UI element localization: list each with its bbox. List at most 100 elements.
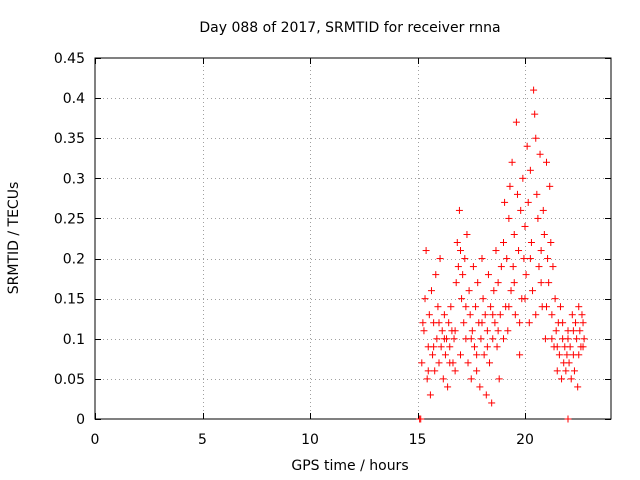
data-point (541, 335, 549, 343)
data-point (526, 166, 534, 174)
data-point (559, 319, 567, 327)
y-tick-label: 0.15 (54, 292, 85, 308)
data-point (440, 311, 448, 319)
data-point (435, 359, 443, 367)
data-point (454, 263, 462, 271)
data-point (564, 335, 572, 343)
data-point (537, 279, 545, 287)
data-point (446, 359, 454, 367)
y-tick-label: 0.25 (54, 211, 85, 227)
data-point (536, 150, 544, 158)
data-point (460, 319, 468, 327)
x-tick-label: 20 (516, 432, 534, 448)
data-point (479, 295, 487, 303)
data-point (516, 319, 524, 327)
plot-frame (94, 57, 612, 420)
data-point (540, 230, 548, 238)
data-point (564, 415, 572, 423)
data-point (427, 287, 435, 295)
data-point (525, 319, 533, 327)
data-point (534, 214, 542, 222)
data-point (529, 287, 537, 295)
data-point (494, 327, 502, 335)
data-points (416, 86, 588, 423)
data-point (505, 214, 513, 222)
y-tick-label: 0.2 (63, 252, 85, 268)
x-tick-label: 5 (198, 432, 207, 448)
data-point (572, 319, 580, 327)
data-point (552, 327, 560, 335)
data-point (418, 359, 426, 367)
data-point (474, 279, 482, 287)
y-tick-label: 0.3 (63, 171, 85, 187)
data-point (457, 247, 464, 255)
data-point (494, 279, 502, 287)
data-point (497, 263, 505, 271)
data-point (478, 319, 486, 327)
data-point (458, 295, 466, 303)
data-point (506, 182, 514, 190)
data-point (487, 303, 495, 311)
x-tick-label: 10 (301, 432, 319, 448)
chart-title: Day 088 of 2017, SRMTID for receiver rnn… (199, 20, 500, 36)
y-tick-label: 0.4 (63, 91, 85, 107)
data-point (579, 319, 587, 327)
data-point (432, 271, 440, 279)
data-point (553, 367, 561, 375)
data-point (574, 383, 582, 391)
data-point (568, 311, 576, 319)
axis-ticks (95, 58, 611, 420)
data-point (429, 351, 437, 359)
data-point (421, 295, 429, 303)
data-point (491, 319, 499, 327)
data-point (504, 327, 512, 335)
data-point (492, 247, 500, 255)
data-point (483, 327, 491, 335)
grid (95, 58, 611, 419)
data-point (553, 343, 561, 351)
data-point (461, 255, 469, 263)
data-point (533, 190, 541, 198)
data-point (438, 327, 446, 335)
data-point (455, 206, 463, 214)
data-point (503, 255, 511, 263)
data-point (515, 247, 523, 255)
x-tick-label: 0 (91, 432, 100, 448)
data-point (444, 383, 452, 391)
data-point (426, 391, 434, 399)
data-point (537, 247, 545, 255)
data-point (466, 311, 474, 319)
data-point (545, 279, 553, 287)
data-point (462, 303, 470, 311)
data-point (420, 327, 428, 335)
data-point (417, 415, 425, 423)
data-point (532, 134, 540, 142)
data-point (453, 239, 461, 247)
data-point (465, 287, 473, 295)
data-point (546, 182, 554, 190)
data-point (569, 327, 577, 335)
data-point (434, 303, 442, 311)
data-point (567, 375, 575, 383)
data-point (472, 303, 480, 311)
data-point (507, 287, 515, 295)
data-point (565, 359, 573, 367)
data-point (526, 255, 534, 263)
data-point (469, 263, 477, 271)
data-point (470, 343, 478, 351)
data-point (422, 247, 430, 255)
data-point (527, 239, 535, 247)
data-point (578, 311, 586, 319)
data-point (500, 335, 507, 343)
data-point (419, 319, 427, 327)
data-point (501, 198, 509, 206)
data-point (450, 335, 458, 343)
x-tick-labels: 0 5 10 15 20 (91, 432, 534, 448)
data-point (500, 239, 507, 247)
data-point (570, 367, 578, 375)
data-point (505, 303, 513, 311)
data-point (476, 383, 484, 391)
data-point (480, 351, 488, 359)
data-point (477, 335, 485, 343)
